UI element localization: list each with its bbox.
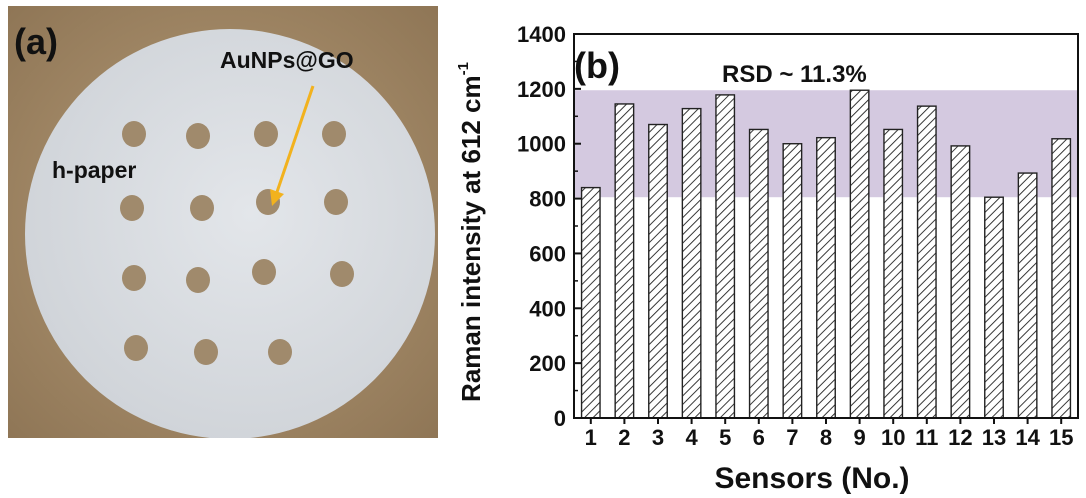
arrow-icon [270,85,315,206]
h-paper-disc [25,29,435,438]
x-tick-label: 9 [853,425,865,450]
bar-sensor-6 [748,128,769,419]
x-axis-ticks: 1 2 3 4 5 6 7 8 9 10 11 12 13 14 15 [585,418,1073,450]
bar-sensor-14 [1017,172,1038,419]
y-axis-title-main: Raman intensity at 612 cm [456,75,486,402]
x-tick-label: 5 [719,425,731,450]
bar-sensor-3 [648,123,668,419]
y-tick-label: 800 [529,187,566,212]
bar-sensor-10 [883,128,904,419]
y-tick-label: 0 [554,406,566,431]
panel-a-label: (a) [14,21,58,62]
x-tick-label: 6 [753,425,765,450]
x-tick-label: 4 [685,425,698,450]
sensor-spot-11 [252,259,276,285]
annotation-h-paper: h-paper [52,157,136,183]
x-tick-label: 13 [982,425,1006,450]
bar-sensor-4 [681,107,702,419]
bar-sensor-15 [1051,138,1072,419]
x-tick-label: 7 [786,425,798,450]
bar-sensor-1 [580,186,601,419]
bar-sensor-9 [849,89,870,419]
sensor-spot-15 [268,339,292,365]
sensor-spot-10 [186,267,210,293]
x-tick-label: 8 [820,425,832,450]
bar-sensor-8 [816,136,836,419]
sensor-spot-6 [190,195,214,221]
bar-sensor-5 [715,94,736,419]
x-tick-label: 15 [1049,425,1073,450]
sensor-spot-4 [322,121,346,147]
sensor-spot-5 [120,195,144,221]
rsd-annotation: RSD ~ 11.3% [722,61,867,88]
sensor-spot-9 [122,265,146,291]
y-tick-label: 1200 [517,77,566,102]
x-tick-label: 11 [915,425,938,450]
x-tick-label: 12 [948,425,972,450]
y-tick-label: 1400 [517,22,566,47]
y-axis-ticks: 0 200 400 600 800 1000 1200 1400 [517,22,581,431]
photo-panel-a: (a) AuNPs@GO h-paper [8,6,438,438]
sensor-spot-12 [330,261,354,287]
y-axis-title-superscript: -1 [455,62,472,75]
bar-sensor-7 [782,143,803,419]
y-tick-label: 600 [529,241,566,266]
panel-b-label: (b) [574,45,620,86]
sensor-spot-13 [124,335,148,361]
bar-sensor-11 [916,105,937,419]
x-tick-label: 10 [881,425,905,450]
sensor-spot-8 [324,189,348,215]
sensor-spot-1 [122,121,146,147]
bar-sensor-13 [984,196,1004,419]
y-tick-label: 400 [529,296,566,321]
x-axis-title: Sensors (No.) [714,462,909,495]
x-tick-label: 3 [652,425,664,450]
annotation-aunps-go: AuNPs@GO [220,47,354,73]
bar-sensor-12 [950,145,971,419]
sensor-spot-2 [186,123,210,149]
sensor-spot-14 [194,339,218,365]
y-tick-label: 1000 [517,132,566,157]
x-tick-label: 1 [585,425,597,450]
x-tick-label: 14 [1015,425,1040,450]
x-tick-label: 2 [618,425,630,450]
y-tick-label: 200 [529,351,566,376]
bar-sensor-2 [614,103,635,419]
sensor-spot-3 [254,121,278,147]
y-axis-title: Raman intensity at 612 cm-1 [455,62,486,402]
